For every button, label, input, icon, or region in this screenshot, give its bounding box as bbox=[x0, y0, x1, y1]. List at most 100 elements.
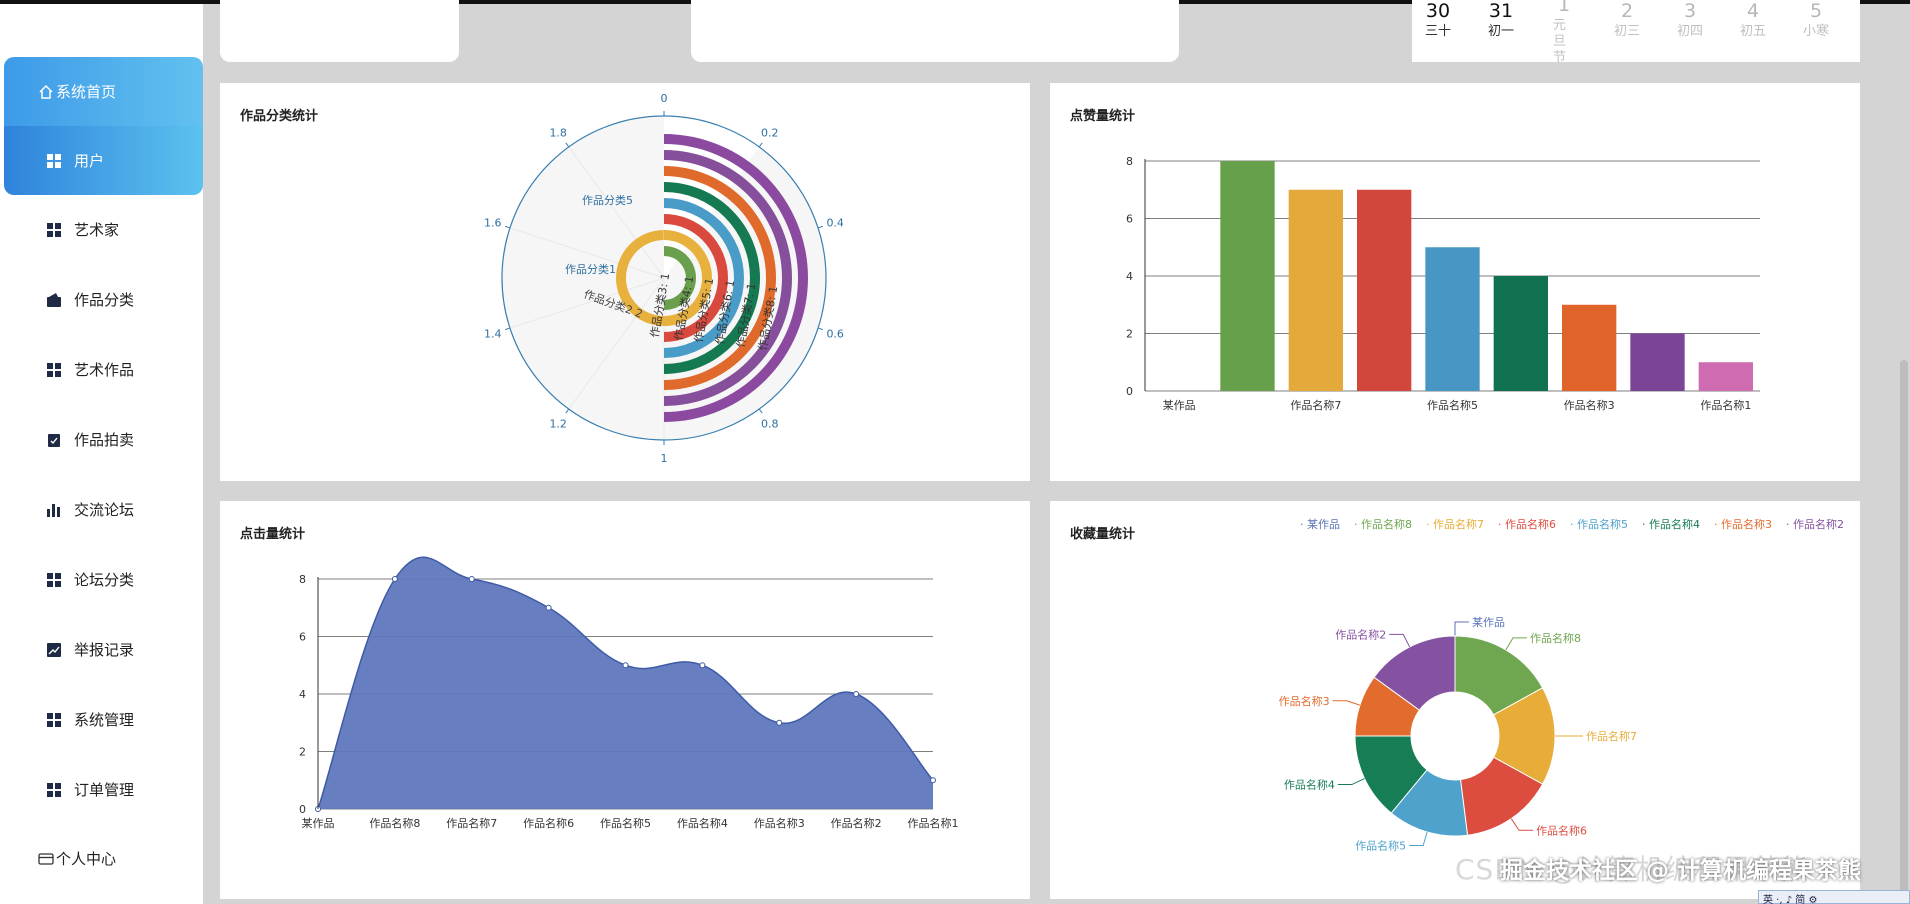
polar-tick bbox=[817, 225, 823, 229]
sidebar-item-artworks[interactable]: 艺术作品 bbox=[4, 335, 203, 404]
sidebar-item-personal[interactable]: 个人中心 bbox=[4, 824, 203, 893]
polar-tick-label: 0.6 bbox=[826, 328, 844, 341]
grid-icon bbox=[46, 572, 62, 588]
bar[interactable] bbox=[1698, 362, 1753, 391]
legend-item[interactable]: · 作品名称5 bbox=[1570, 517, 1628, 531]
sidebar-item-users[interactable]: 用户 bbox=[4, 126, 203, 195]
sidebar-item-forum[interactable]: 交流论坛 bbox=[4, 475, 203, 544]
bar[interactable] bbox=[1288, 189, 1343, 391]
x-tick-label: 作品名称7 bbox=[1290, 398, 1341, 412]
calendar-day[interactable]: 3 初四 bbox=[1664, 0, 1716, 40]
top-card-2 bbox=[691, 0, 1179, 62]
calendar-day[interactable]: 30 三十 bbox=[1412, 0, 1464, 40]
polar-bar[interactable] bbox=[664, 246, 696, 310]
calendar-day-lunar: 三十 bbox=[1424, 24, 1451, 39]
calendar-day[interactable]: 1 元旦节 bbox=[1538, 0, 1590, 66]
sidebar-item-home[interactable]: 系统首页 bbox=[4, 57, 203, 126]
sidebar-item-label: 个人中心 bbox=[56, 850, 117, 868]
data-point[interactable] bbox=[699, 662, 706, 669]
bar[interactable] bbox=[1220, 161, 1275, 391]
data-point[interactable] bbox=[853, 691, 860, 697]
sidebar-item-label: 举报记录 bbox=[74, 641, 135, 659]
x-tick-label: 作品名称3 bbox=[1564, 398, 1615, 412]
calendar-day[interactable]: 5 小寒 bbox=[1790, 0, 1842, 40]
bar[interactable] bbox=[1425, 247, 1480, 391]
legend-item[interactable]: · 作品名称6 bbox=[1498, 517, 1556, 531]
y-tick-label: 4 bbox=[299, 688, 306, 701]
bar[interactable] bbox=[1357, 189, 1412, 391]
polar-tick-label: 1.4 bbox=[484, 328, 502, 341]
likes-bar-chart: 0 2 4 6 8 某作品 作品名称7 作品名称5 作品名称3 作品名称1 bbox=[1126, 155, 1760, 412]
bar[interactable] bbox=[1630, 333, 1685, 392]
data-point[interactable] bbox=[930, 777, 936, 784]
bar[interactable] bbox=[1493, 276, 1548, 391]
wallet-icon bbox=[46, 292, 62, 308]
x-tick-label: 作品名称1 bbox=[908, 816, 959, 830]
polar-tick bbox=[758, 408, 763, 414]
category-polar-chart: 00.20.40.60.811.21.41.61.8作品分类5作品分类1作品分类… bbox=[484, 92, 844, 465]
bar[interactable] bbox=[1562, 304, 1617, 391]
x-tick-label: 作品名称5 bbox=[1427, 398, 1478, 412]
data-point[interactable] bbox=[468, 576, 475, 582]
pie-label: 作品名称6 bbox=[1536, 823, 1587, 837]
sidebar-item-auction[interactable]: 作品拍卖 bbox=[4, 405, 203, 474]
calendar-strip: 30 三十 31 初一 1 元旦节 2 初三 3 初四 4 初五 5 小寒 bbox=[1412, 0, 1860, 65]
watermark-overlay: 掘金技术社区 @ 计算机编程果茶熊 bbox=[1500, 858, 1862, 884]
calendar-day-lunar: 元旦节 bbox=[1553, 18, 1567, 65]
legend-item[interactable]: · 作品名称4 bbox=[1642, 517, 1700, 531]
polar-bar-label: 作品分类1 bbox=[565, 262, 616, 276]
calendar-day[interactable]: 2 初三 bbox=[1601, 0, 1653, 40]
legend-item[interactable]: · 作品名称8 bbox=[1354, 517, 1412, 531]
polar-tick-label: 1.8 bbox=[549, 126, 567, 139]
sidebar-item-label: 用户 bbox=[74, 152, 105, 170]
x-tick-label: 作品名称7 bbox=[446, 816, 497, 830]
grid-icon bbox=[46, 222, 62, 238]
pie-label: 作品名称7 bbox=[1586, 729, 1637, 743]
grid-icon bbox=[46, 712, 62, 728]
polar-bar[interactable] bbox=[664, 182, 760, 374]
card-title: 点赞量统计 bbox=[1070, 109, 1136, 124]
polar-tick-label: 0.4 bbox=[826, 216, 844, 229]
sidebar-item-forum-category[interactable]: 论坛分类 bbox=[4, 545, 203, 614]
sidebar-item-reports[interactable]: 举报记录 bbox=[4, 615, 203, 684]
legend-item[interactable]: · 作品名称3 bbox=[1714, 517, 1772, 531]
polar-bar[interactable] bbox=[664, 198, 744, 358]
data-point[interactable] bbox=[391, 576, 398, 582]
sidebar-item-category[interactable]: 作品分类 bbox=[4, 265, 203, 334]
polar-gridline bbox=[509, 227, 665, 279]
data-point[interactable] bbox=[776, 719, 783, 726]
y-tick-label: 6 bbox=[299, 631, 306, 644]
legend-item[interactable]: · 作品名称7 bbox=[1426, 517, 1484, 531]
polar-gridline bbox=[568, 277, 665, 410]
legend-item[interactable]: · 作品名称2 bbox=[1786, 517, 1844, 531]
calendar-day-number: 2 bbox=[1620, 0, 1634, 22]
calendar-day-number: 4 bbox=[1746, 0, 1760, 22]
polar-bar[interactable] bbox=[664, 214, 728, 342]
polar-tick-label: 0.2 bbox=[761, 126, 779, 139]
polar-tick-label: 0.8 bbox=[761, 418, 779, 431]
clipboard-check-icon bbox=[46, 432, 62, 448]
page-scrollbar[interactable] bbox=[1900, 360, 1908, 900]
y-tick-label: 2 bbox=[1126, 328, 1133, 341]
pie-label-line bbox=[1337, 778, 1365, 786]
home-icon bbox=[38, 84, 54, 100]
sidebar-item-label: 艺术家 bbox=[74, 221, 120, 239]
legend-item[interactable]: · 某作品 bbox=[1300, 518, 1340, 531]
pie-slice[interactable] bbox=[1373, 635, 1456, 711]
sidebar-item-system[interactable]: 系统管理 bbox=[4, 685, 203, 754]
data-point[interactable] bbox=[622, 662, 629, 669]
pie-label-line bbox=[1332, 700, 1361, 706]
pie-label: 某作品 bbox=[1472, 616, 1505, 629]
calendar-day[interactable]: 31 初一 bbox=[1475, 0, 1527, 40]
card-icon bbox=[38, 851, 54, 867]
calendar-day[interactable]: 4 初五 bbox=[1727, 0, 1779, 40]
sidebar-item-artists[interactable]: 艺术家 bbox=[4, 195, 203, 264]
polar-gridline bbox=[509, 277, 665, 329]
calendar-day-lunar: 初一 bbox=[1487, 24, 1514, 39]
calendar-day-number: 31 bbox=[1488, 0, 1514, 22]
pie-label-line bbox=[1510, 818, 1534, 831]
polar-tick bbox=[505, 225, 511, 229]
polar-tick-label: 0 bbox=[661, 92, 668, 105]
data-point[interactable] bbox=[545, 604, 552, 611]
sidebar-item-orders[interactable]: 订单管理 bbox=[4, 755, 203, 824]
